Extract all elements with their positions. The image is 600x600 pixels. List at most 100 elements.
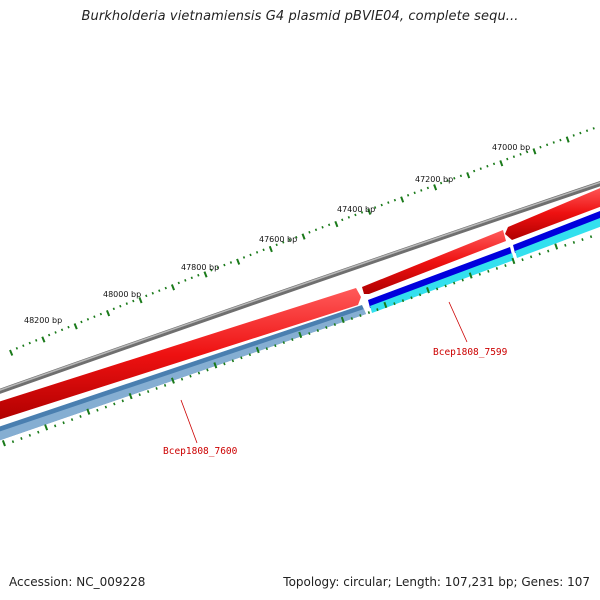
ruler-tick [426,186,430,190]
gene-7600-callout-line [180,399,198,444]
ruler-tick [413,191,416,195]
ruler-tick [249,253,252,257]
gene-next-forward[interactable] [505,186,600,240]
ruler-tick [526,150,529,154]
ruler-tick [70,418,74,422]
ruler-tick [435,287,439,291]
ruler-label-48200: 48200 bp [24,316,62,325]
ruler-label-48000: 48000 bp [103,290,141,299]
ruler-tick [268,245,273,253]
ruler-tick [418,293,422,297]
ruler-tick [197,371,201,375]
ruler-tick [564,243,567,247]
ruler-tick [47,333,51,337]
ruler-tick [163,383,167,387]
ruler-tick [478,272,481,276]
ruler-tick [119,304,122,308]
ruler-tick [37,430,40,434]
ruler-tick [113,402,116,406]
ruler-tick [231,359,235,363]
forward-strand-track [0,186,600,421]
ruler-tick [11,440,15,444]
ruler-tick [499,160,504,167]
gene-label-7599[interactable]: Bcep1808_7599 [433,347,508,358]
ruler-tick [468,272,473,279]
ruler-tick [506,157,509,161]
ruler-tick [347,216,350,219]
ruler-tick [15,347,19,350]
ruler-tick [406,193,410,197]
ruler-tick [426,287,430,294]
ruler-tick [255,346,260,354]
ruler-ticks [9,127,595,356]
ruler-tick [504,264,507,267]
ruler-tick [367,311,371,315]
ruler-tick [151,291,154,295]
ruler-tick [132,299,135,303]
gene-7599-reverse[interactable] [368,247,512,308]
ruler-tick [453,281,456,285]
ruler-tick [559,138,562,142]
ruler-tick [572,240,576,244]
ruler-label-47000: 47000 bp [492,143,530,152]
ruler-tick [301,233,306,240]
ruler-tick [35,339,38,342]
ruler-tick [158,289,161,292]
ruler-tick [511,257,516,265]
ruler-label-47400: 47400 bp [337,205,375,214]
ruler-tick [223,362,226,366]
ruler-tick [274,344,277,348]
ruler-tick [86,408,91,415]
gene-7599-forward[interactable] [362,230,506,294]
ruler-tick [298,331,303,339]
ruler-tick [521,258,524,262]
ruler-tick [184,279,187,282]
ruler-tick [22,344,25,348]
ruler-tick [383,301,388,309]
ruler-tick [146,390,150,394]
ruler-tick [532,148,537,155]
ruler-tick [170,284,176,291]
gene-next-reverse[interactable] [513,209,600,253]
gene-7600-forward[interactable] [0,288,361,421]
ruler-tick [487,269,490,273]
ruler-tick [1,440,6,447]
ruler-tick [104,405,108,409]
ruler-tick [393,198,397,202]
ruler-tick [446,179,449,182]
ruler-tick [54,331,57,334]
ruler-tick [495,266,499,270]
ruler-tick [519,152,522,156]
ruler-tick [359,314,362,318]
ruler-tick [512,155,516,158]
ruler-tick [28,433,32,437]
ruler-tick [444,284,447,288]
ruler-tick [327,223,331,227]
ruler-label-47200: 47200 bp [415,175,453,184]
ruler-tick [486,164,489,168]
ruler-tick [145,294,148,298]
ruler-tick [291,338,294,342]
ruler-tick [350,317,354,321]
ruler-tick [453,176,456,180]
ruler-tick [401,299,405,303]
ruler-tick [547,249,550,253]
ruler-tick [170,377,175,384]
ruler-tick [282,240,285,244]
ruler-tick [400,196,405,203]
ruler-tick [197,273,200,277]
ruler-tick [589,235,593,239]
ruler-tick [206,368,209,372]
ruler-label-47600: 47600 bp [259,235,297,244]
ruler-tick [333,323,337,326]
ruler-tick [180,377,184,381]
ruler-tick [354,213,357,217]
ruler-tick [282,341,286,345]
ruler-tick [41,336,46,343]
gene-label-7600[interactable]: Bcep1808_7600 [163,446,238,457]
ruler-tick [125,302,128,305]
gene-7599-callout-line [448,301,468,343]
ruler-tick [255,251,259,254]
ruler-tick [538,252,541,256]
